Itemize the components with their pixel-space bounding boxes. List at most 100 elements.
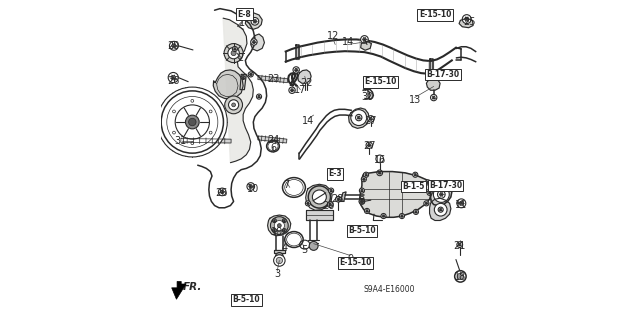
Circle shape bbox=[440, 193, 443, 196]
Polygon shape bbox=[213, 70, 243, 99]
Text: 20: 20 bbox=[323, 201, 335, 211]
Circle shape bbox=[435, 203, 447, 216]
Circle shape bbox=[337, 198, 340, 200]
Circle shape bbox=[335, 196, 341, 202]
Circle shape bbox=[369, 117, 372, 120]
Circle shape bbox=[170, 41, 179, 50]
Circle shape bbox=[413, 172, 418, 177]
Circle shape bbox=[432, 96, 435, 99]
Polygon shape bbox=[426, 78, 440, 90]
Circle shape bbox=[365, 174, 367, 176]
Circle shape bbox=[225, 96, 243, 114]
Polygon shape bbox=[172, 281, 186, 299]
Circle shape bbox=[458, 243, 461, 246]
Polygon shape bbox=[360, 172, 432, 217]
Circle shape bbox=[307, 202, 309, 204]
Polygon shape bbox=[240, 74, 246, 90]
Circle shape bbox=[232, 103, 236, 107]
Polygon shape bbox=[298, 70, 311, 83]
Circle shape bbox=[364, 172, 369, 177]
Circle shape bbox=[251, 39, 257, 45]
Circle shape bbox=[228, 100, 239, 110]
Text: 3: 3 bbox=[274, 270, 280, 279]
Circle shape bbox=[220, 190, 224, 194]
Circle shape bbox=[366, 142, 372, 148]
Circle shape bbox=[234, 48, 236, 50]
Polygon shape bbox=[429, 59, 433, 75]
Circle shape bbox=[382, 215, 385, 217]
Circle shape bbox=[157, 87, 227, 157]
Text: 23: 23 bbox=[267, 74, 280, 85]
Circle shape bbox=[309, 241, 318, 250]
Circle shape bbox=[189, 118, 196, 126]
Circle shape bbox=[438, 207, 444, 212]
Circle shape bbox=[362, 177, 366, 182]
Circle shape bbox=[275, 220, 284, 231]
Text: S9A4-E16000: S9A4-E16000 bbox=[364, 285, 415, 293]
Circle shape bbox=[465, 17, 468, 21]
Circle shape bbox=[278, 224, 281, 227]
Circle shape bbox=[312, 190, 326, 204]
Text: 6: 6 bbox=[270, 143, 276, 153]
Circle shape bbox=[284, 230, 285, 231]
Text: 14: 14 bbox=[302, 116, 314, 126]
Circle shape bbox=[367, 116, 374, 122]
Circle shape bbox=[250, 73, 252, 76]
Circle shape bbox=[425, 202, 428, 204]
Circle shape bbox=[284, 220, 285, 221]
Circle shape bbox=[363, 38, 366, 41]
Circle shape bbox=[433, 187, 449, 202]
Text: FR.: FR. bbox=[182, 282, 202, 292]
Text: B-17-30: B-17-30 bbox=[427, 70, 460, 79]
Polygon shape bbox=[429, 198, 451, 220]
Text: 5: 5 bbox=[301, 245, 307, 255]
Text: E-8: E-8 bbox=[237, 10, 252, 19]
Circle shape bbox=[360, 200, 364, 203]
Circle shape bbox=[231, 50, 236, 56]
Polygon shape bbox=[181, 138, 231, 143]
Circle shape bbox=[438, 191, 445, 198]
Text: 18: 18 bbox=[454, 272, 467, 282]
Circle shape bbox=[291, 89, 294, 92]
Polygon shape bbox=[431, 182, 452, 205]
Circle shape bbox=[428, 192, 431, 194]
Text: 31: 31 bbox=[175, 136, 187, 146]
Text: 13: 13 bbox=[408, 95, 420, 105]
Circle shape bbox=[249, 185, 252, 188]
Text: E-15-10: E-15-10 bbox=[339, 258, 372, 267]
Circle shape bbox=[186, 115, 199, 129]
Circle shape bbox=[431, 94, 437, 101]
Circle shape bbox=[427, 190, 432, 196]
Circle shape bbox=[381, 213, 386, 219]
Circle shape bbox=[308, 186, 330, 208]
Circle shape bbox=[247, 183, 255, 190]
Circle shape bbox=[460, 201, 463, 205]
Polygon shape bbox=[258, 136, 287, 143]
Polygon shape bbox=[251, 34, 264, 51]
Circle shape bbox=[424, 201, 429, 206]
Circle shape bbox=[224, 44, 243, 63]
Text: 19: 19 bbox=[271, 227, 284, 237]
Polygon shape bbox=[245, 13, 262, 29]
Circle shape bbox=[273, 220, 275, 221]
Circle shape bbox=[357, 116, 360, 119]
Circle shape bbox=[427, 181, 429, 183]
Text: 21: 21 bbox=[454, 241, 466, 251]
Text: B-1-5: B-1-5 bbox=[403, 182, 425, 191]
Polygon shape bbox=[268, 215, 291, 236]
Text: 16: 16 bbox=[374, 155, 387, 165]
Circle shape bbox=[253, 20, 257, 23]
Text: 12: 12 bbox=[326, 31, 339, 41]
Circle shape bbox=[282, 219, 286, 223]
Circle shape bbox=[276, 253, 283, 260]
Polygon shape bbox=[459, 18, 473, 28]
Text: 14: 14 bbox=[342, 37, 354, 47]
Circle shape bbox=[293, 67, 300, 73]
Circle shape bbox=[426, 180, 431, 185]
Circle shape bbox=[364, 208, 369, 213]
Circle shape bbox=[361, 189, 363, 192]
Polygon shape bbox=[361, 41, 371, 50]
Polygon shape bbox=[223, 18, 253, 163]
Circle shape bbox=[295, 69, 298, 71]
Circle shape bbox=[414, 174, 417, 176]
